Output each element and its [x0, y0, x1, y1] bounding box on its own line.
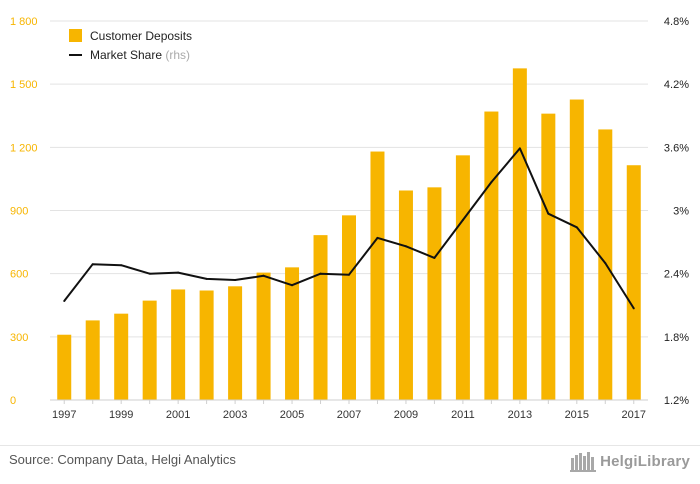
- line-point: [518, 147, 521, 150]
- y-left-tick-label: 600: [10, 269, 28, 281]
- y-right-tick-label: 1.2%: [664, 395, 689, 407]
- bar: [285, 267, 300, 400]
- y-left-tick-label: 1 200: [10, 142, 38, 154]
- line-point: [632, 307, 635, 310]
- bar: [626, 165, 641, 400]
- helgi-library-logo: HelgiLibrary: [570, 450, 690, 472]
- chart-area: 0 300 600 900 1 200 1 500 1 800 1.2% 1.8% 2.4% 3%…: [10, 16, 689, 421]
- line-point: [120, 264, 123, 267]
- bar: [142, 300, 157, 400]
- bar: [171, 289, 186, 400]
- line-point: [262, 274, 265, 277]
- logo-text: HelgiLibrary: [600, 452, 690, 470]
- bar: [398, 190, 413, 400]
- bar: [427, 187, 442, 400]
- bar: [370, 151, 385, 400]
- y-right-tick-label: 3%: [673, 206, 689, 218]
- line-point: [604, 262, 607, 265]
- bar: [85, 320, 100, 400]
- x-tick-label: 1999: [109, 409, 133, 421]
- line-point: [547, 212, 550, 215]
- x-tick-label: 2015: [565, 409, 589, 421]
- bar: [199, 290, 214, 400]
- y-right-tick-label: 2.4%: [664, 269, 689, 281]
- y-left-tick-label: 300: [10, 332, 28, 344]
- x-tick-label: 2005: [280, 409, 304, 421]
- bar: [313, 235, 328, 400]
- bar: [256, 272, 271, 400]
- y-right-tick-label: 3.6%: [664, 142, 689, 154]
- chart-svg: 0 300 600 900 1 200 1 500 1 800 1.2% 1.8% 2.4% 3%…: [10, 16, 689, 421]
- line-point: [177, 271, 180, 274]
- line-point: [348, 273, 350, 276]
- line-point: [91, 263, 94, 266]
- footer: Source: Company Data, Helgi Analytics He…: [0, 445, 700, 484]
- line-point: [234, 278, 237, 281]
- legend-label-market-share: Market Share (rhs): [90, 48, 190, 62]
- helgi-library-books-icon: [570, 452, 597, 472]
- x-tick-label: 2009: [394, 409, 418, 421]
- line-point: [205, 277, 208, 280]
- bar: [455, 155, 470, 400]
- y-left-tick-label: 900: [10, 206, 28, 218]
- y-left-tick-label: 0: [10, 395, 16, 407]
- bar-series: [57, 68, 641, 401]
- y-left-tick-label: 1 800: [10, 16, 38, 28]
- y-left-tick-label: 1 500: [10, 79, 38, 91]
- legend: Customer Deposits Market Share (rhs): [69, 29, 192, 62]
- legend-label-suffix: (rhs): [165, 48, 190, 62]
- line-point: [319, 272, 322, 275]
- y-right-tick-label: 4.8%: [664, 16, 689, 28]
- line-point: [490, 181, 493, 184]
- bar: [228, 286, 243, 400]
- bar: [484, 111, 499, 401]
- line-point: [461, 218, 464, 221]
- bar: [512, 68, 527, 400]
- x-axis: 1997 1999 2001 2003 2005 2007 2009 2011 2013 2015…: [50, 399, 648, 421]
- y-right-tick-label: 4.2%: [664, 79, 689, 91]
- bar: [57, 334, 72, 400]
- x-tick-label: 1997: [52, 409, 76, 421]
- x-tick-label: 2017: [622, 409, 646, 421]
- line-point: [433, 256, 436, 259]
- left-axis: 0 300 600 900 1 200 1 500 1 800: [10, 16, 38, 407]
- bar: [114, 313, 129, 400]
- x-tick-label: 2013: [508, 409, 532, 421]
- x-tick-label: 2007: [337, 409, 361, 421]
- bar: [342, 215, 356, 400]
- line-point: [575, 226, 578, 229]
- y-right-tick-label: 1.8%: [664, 332, 689, 344]
- bar: [569, 99, 584, 400]
- legend-label-customer-deposits: Customer Deposits: [90, 29, 192, 43]
- x-tick-label: 2011: [451, 409, 475, 421]
- line-point: [291, 284, 294, 287]
- right-axis: 1.2% 1.8% 2.4% 3% 3.6% 4.2% 4.8%: [664, 16, 689, 407]
- bar: [541, 113, 556, 401]
- x-tick-label: 2003: [223, 409, 247, 421]
- legend-swatch-customer-deposits: [69, 29, 82, 42]
- x-tick-label: 2001: [166, 409, 190, 421]
- line-point: [63, 300, 66, 303]
- line-point: [404, 245, 407, 248]
- line-series: [63, 147, 635, 310]
- source-note: Source: Company Data, Helgi Analytics: [9, 452, 236, 467]
- line-point: [376, 236, 379, 239]
- line-point: [148, 272, 151, 275]
